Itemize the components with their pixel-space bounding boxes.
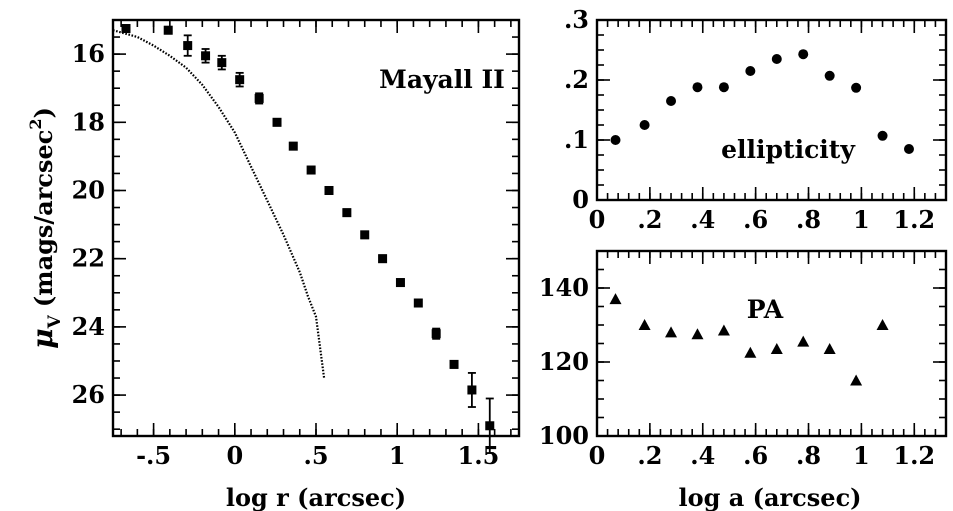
- data-point: [665, 326, 678, 338]
- x-tick-label: 1.2: [893, 205, 935, 234]
- y-tick-label: .2: [564, 65, 589, 94]
- data-point: [798, 49, 809, 60]
- x-tick-label: .4: [690, 205, 715, 234]
- data-point: [824, 70, 835, 81]
- data-point: [639, 120, 650, 130]
- x-tick-label: .6: [743, 441, 768, 470]
- x-tick-label: 1: [389, 441, 406, 470]
- x-tick-label: .6: [743, 205, 768, 234]
- data-point: [272, 117, 282, 127]
- data-point: [342, 208, 352, 218]
- y-axis-label-symbol: μ: [26, 328, 59, 349]
- data-point: [360, 230, 370, 240]
- surface-brightness-panel: -.5 0 .5 1 1.5 16 18 20 22 24 26 Mayall II log r (…: [26, 18, 521, 511]
- data-point: [744, 346, 757, 358]
- x-tick-label: 0: [226, 441, 243, 470]
- data-point: [431, 329, 441, 339]
- panel-annotation: Mayall II: [379, 65, 505, 94]
- data-point: [485, 421, 495, 431]
- data-point: [449, 359, 459, 369]
- x-axis-label: log r (arcsec): [226, 483, 406, 511]
- y-tick-label: 140: [539, 273, 589, 302]
- data-point: [609, 293, 622, 305]
- data-point: [745, 66, 756, 76]
- data-point: [666, 96, 677, 106]
- x-tick-label: 1.2: [893, 441, 935, 470]
- y-tick-label: 18: [72, 107, 105, 136]
- data-point: [306, 165, 316, 175]
- x-axis-label: log a (arcsec): [678, 483, 861, 511]
- y-axis-label-close: ): [29, 107, 58, 118]
- x-tick-label: 1.5: [458, 441, 500, 470]
- data-point: [770, 343, 783, 355]
- data-point: [413, 298, 423, 308]
- y-tick-label: 100: [539, 421, 589, 450]
- position-angle-panel: 0 .2 .4 .6 .8 1 1.2 100 120 140 PA log a (arcsec): [539, 249, 948, 511]
- x-tick-label: .2: [637, 441, 662, 470]
- data-point: [638, 319, 651, 330]
- x-tick-label: 0: [589, 441, 606, 470]
- data-point: [691, 328, 704, 340]
- data-point: [217, 58, 227, 68]
- panel-annotation: ellipticity: [721, 135, 856, 164]
- plot-frame: [595, 249, 948, 438]
- data-point: [610, 135, 621, 145]
- y-tick-label: 0: [572, 185, 589, 214]
- data-point: [254, 93, 264, 103]
- data-point: [823, 343, 836, 355]
- data-point: [288, 141, 298, 151]
- plot-frame: [595, 18, 948, 202]
- y-tick-label: 26: [72, 380, 105, 409]
- data-point: [201, 51, 211, 61]
- y-tick-label: 22: [72, 244, 105, 273]
- data-point: [121, 24, 131, 34]
- data-point: [771, 54, 782, 64]
- data-point: [903, 144, 914, 154]
- x-tick-label: .5: [303, 441, 328, 470]
- y-axis-label-superscript: 2: [26, 118, 45, 129]
- x-tick-label: .8: [796, 441, 821, 470]
- plot-frame: [111, 18, 521, 438]
- x-tick-label: 0: [589, 205, 606, 234]
- data-point: [183, 41, 193, 51]
- data-point: [163, 25, 173, 35]
- data-point: [877, 130, 888, 141]
- data-point: [378, 254, 388, 264]
- data-point: [467, 385, 477, 395]
- y-tick-label: 20: [72, 175, 105, 204]
- data-point: [395, 278, 405, 288]
- y-tick-label: 16: [72, 39, 105, 68]
- y-axis-label-subscript: V: [45, 314, 65, 329]
- y-tick-label: .3: [564, 5, 589, 34]
- data-point: [718, 82, 729, 93]
- y-axis-label: μV (mags/arcsec2): [26, 107, 65, 349]
- data-point: [692, 82, 703, 93]
- y-axis-label-units: (mags/arcsec: [29, 130, 58, 308]
- x-tick-label: 1: [853, 205, 870, 234]
- x-tick-label: 1: [853, 441, 870, 470]
- data-point: [717, 324, 730, 336]
- data-point: [797, 335, 810, 347]
- ellipticity-panel: 0 .2 .4 .6 .8 1 1.2 0 .1 .2 .3 ellipticity: [564, 5, 948, 234]
- x-tick-label: -.5: [136, 441, 171, 470]
- data-point: [324, 185, 334, 195]
- data-point: [235, 75, 245, 85]
- data-point: [851, 82, 862, 93]
- x-tick-label: .4: [690, 441, 715, 470]
- y-tick-label: 120: [539, 347, 589, 376]
- y-tick-label: 24: [72, 312, 105, 341]
- data-point: [850, 374, 863, 386]
- data-point: [876, 319, 889, 330]
- x-tick-label: .8: [796, 205, 821, 234]
- panel-annotation: PA: [747, 295, 784, 324]
- x-tick-label: .2: [637, 205, 662, 234]
- profile-curve: [112, 29, 326, 379]
- y-tick-label: .1: [564, 125, 589, 154]
